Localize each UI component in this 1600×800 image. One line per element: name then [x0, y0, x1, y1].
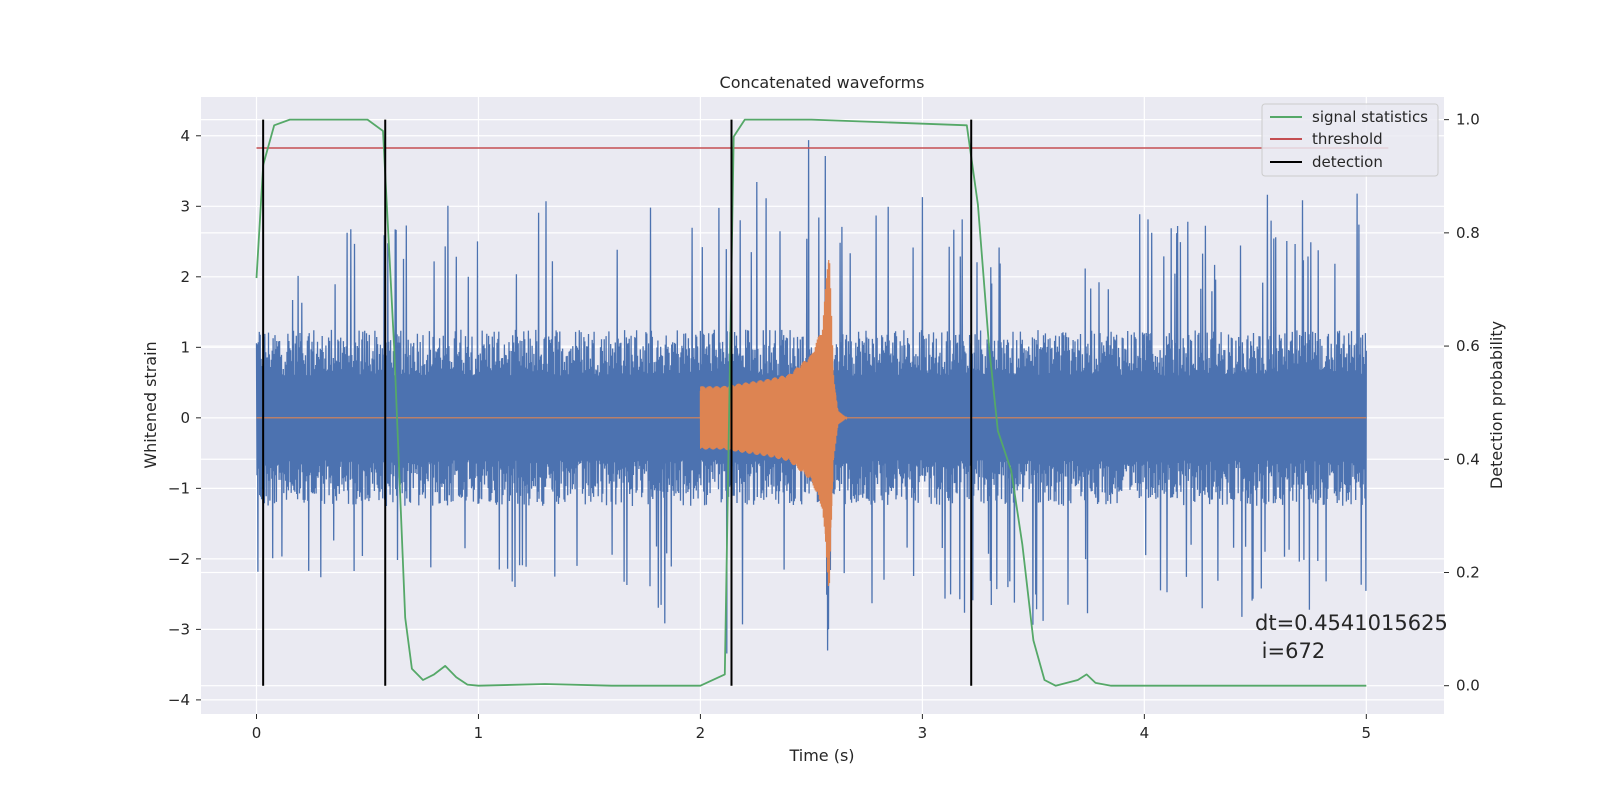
- y-tick-label-6: 2: [180, 268, 190, 286]
- y-right-tick-label-3: 0.6: [1456, 337, 1480, 355]
- template-waveform-series: [256, 259, 1367, 587]
- y-right-tick-label-5: 1.0: [1456, 111, 1480, 129]
- legend: signal statistics threshold detection: [1261, 103, 1439, 177]
- x-tick-label-2: 2: [696, 724, 706, 742]
- whitened-strain-series: [255, 140, 1367, 654]
- y-tick-label-8: 4: [180, 127, 190, 145]
- legend-box: [1261, 103, 1439, 177]
- y-tick-labels: −4 −3 −2 −1 0 1 2 3 4: [168, 127, 201, 709]
- y-right-tick-label-2: 0.4: [1456, 450, 1480, 468]
- y-tick-label-3: −1: [168, 479, 190, 497]
- x-tick-label-0: 0: [252, 724, 262, 742]
- chart-title: Concatenated waveforms: [720, 73, 925, 92]
- x-tick-label-4: 4: [1140, 724, 1150, 742]
- detection-series: [262, 119, 973, 686]
- y-tick-label-5: 1: [180, 338, 190, 356]
- x-tick-label-3: 3: [918, 724, 928, 742]
- y-tick-label-1: −3: [168, 620, 190, 638]
- y-tick-label-2: −2: [168, 550, 190, 568]
- y-right-tick-labels: 0.0 0.2 0.4 0.6 0.8 1.0: [1444, 111, 1480, 695]
- y-right-tick-label-0: 0.0: [1456, 677, 1480, 695]
- x-tick-label-1: 1: [474, 724, 484, 742]
- template-line: [256, 259, 1367, 587]
- y-tick-label-0: −4: [168, 691, 190, 709]
- strain-line: [255, 140, 1367, 654]
- legend-label-signal-statistics: signal statistics: [1312, 108, 1428, 126]
- annotation-dt: dt=0.4541015625: [1255, 611, 1448, 635]
- signal-statistics-line: [255, 118, 1367, 687]
- y-right-tick-label-1: 0.2: [1456, 563, 1480, 581]
- legend-label-threshold: threshold: [1312, 130, 1383, 148]
- y-axis-label: Whitened strain: [141, 341, 160, 468]
- y-tick-label-7: 3: [180, 197, 190, 215]
- y-right-tick-label-4: 0.8: [1456, 224, 1480, 242]
- y-tick-label-4: 0: [180, 409, 190, 427]
- y-right-axis-label: Detection probability: [1487, 321, 1506, 489]
- legend-label-detection: detection: [1312, 153, 1383, 171]
- x-axis-label: Time (s): [788, 746, 854, 765]
- x-tick-labels: 0 1 2 3 4 5: [252, 714, 1371, 742]
- signal-statistics-series: [255, 118, 1367, 687]
- x-tick-label-5: 5: [1362, 724, 1372, 742]
- annotation-i: i=672: [1255, 639, 1325, 663]
